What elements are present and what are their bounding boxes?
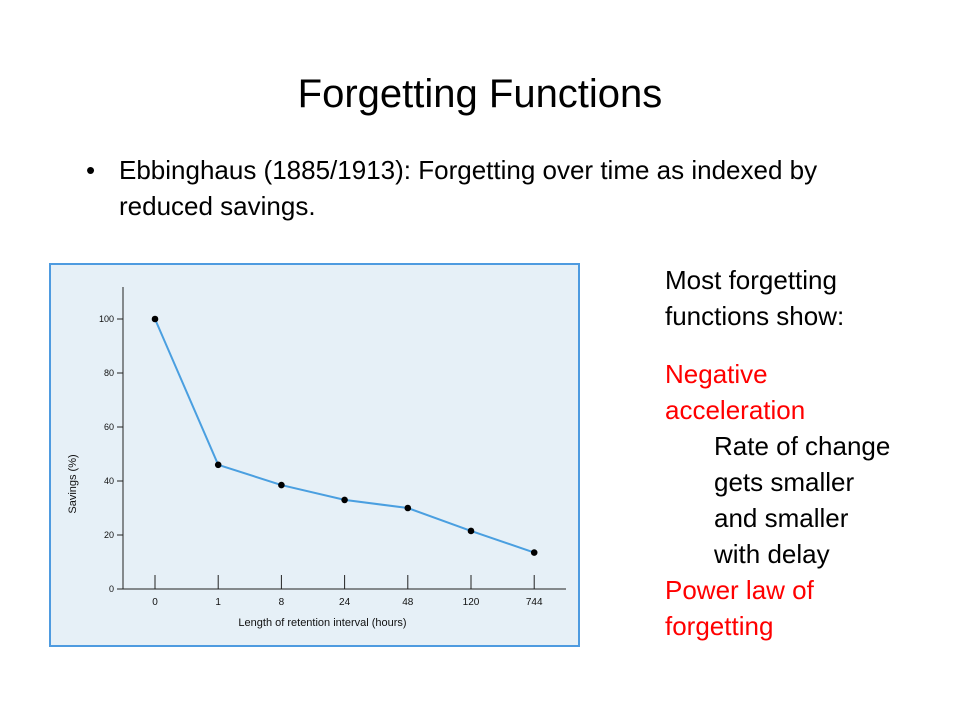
rate-of-change-line-1: Rate of change [714, 431, 891, 461]
rate-of-change-line-3: and smaller [714, 503, 849, 533]
rate-of-change-line-4: with delay [714, 539, 830, 569]
savings-series-line [154, 318, 535, 554]
x-tick-label: 1 [215, 597, 221, 608]
data-point [530, 549, 538, 556]
side-notes: Most forgetting functions show: Negative… [665, 262, 955, 644]
bullet-text: Ebbinghaus (1885/1913): Forgetting over … [119, 155, 818, 221]
notes-intro-line-1: Most forgetting [665, 265, 837, 295]
slide-title: Forgetting Functions [297, 72, 663, 116]
x-tick-label: 8 [279, 597, 285, 608]
data-point [214, 461, 222, 469]
x-tick-label: 120 [463, 597, 480, 608]
notes-intro-line-2: functions show: [665, 301, 845, 331]
rate-of-change-line-2: gets smaller [714, 467, 855, 497]
x-tick-label: 744 [526, 597, 543, 608]
power-law-line-2: forgetting [665, 611, 774, 641]
data-point [151, 315, 159, 323]
power-law-line-1: Power law of [665, 575, 814, 605]
y-tick-label: 0 [109, 584, 114, 594]
savings-line-chart: 0 20 40 60 80 100 0 1 8 24 48 120 744 Length of reten… [67, 287, 566, 629]
y-tick-label: 20 [104, 530, 114, 540]
chart-panel: 0 20 40 60 80 100 0 1 8 24 48 120 744 Length of reten… [49, 263, 580, 647]
data-point [341, 496, 348, 504]
y-tick-label: 40 [104, 476, 114, 486]
bullet-point: • Ebbinghaus (1885/1913): Forgetting ove… [86, 152, 826, 224]
data-point [404, 504, 412, 512]
x-tick-label: 48 [402, 597, 414, 608]
x-axis-label: Length of retention interval (hours) [238, 617, 406, 629]
y-tick-label: 100 [99, 314, 114, 324]
y-axis-label: Savings (%) [67, 454, 79, 513]
x-tick-label: 24 [339, 597, 351, 608]
x-tick-label: 0 [152, 597, 158, 608]
data-point [467, 527, 475, 535]
data-point [278, 481, 285, 489]
negative-acceleration-line-1: Negative [665, 359, 768, 389]
negative-acceleration-line-2: acceleration [665, 395, 806, 425]
notes-spacer [665, 334, 955, 356]
bullet-marker: • [86, 155, 96, 185]
y-tick-label: 60 [104, 422, 114, 432]
y-tick-label: 80 [104, 368, 114, 378]
